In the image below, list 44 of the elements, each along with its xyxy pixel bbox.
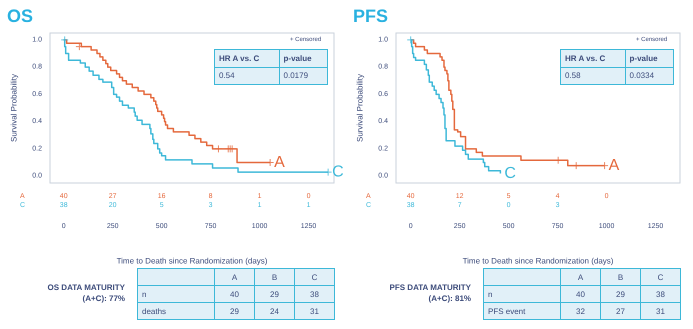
annotation: p-value bbox=[279, 50, 328, 67]
text: 29 bbox=[600, 286, 640, 302]
annotation: p-value bbox=[625, 50, 674, 67]
annotation: HR A vs. C bbox=[560, 50, 626, 67]
text: 40 bbox=[560, 286, 600, 302]
text: 38 bbox=[640, 286, 680, 302]
text: B bbox=[254, 268, 294, 286]
text: (A+C): 81% bbox=[428, 294, 471, 303]
text: deaths bbox=[138, 302, 214, 320]
y-axis-title: Survival Probability bbox=[356, 74, 364, 142]
text: PFS DATA MATURITY bbox=[388, 283, 471, 292]
text: B bbox=[600, 268, 640, 286]
text: 40 bbox=[214, 286, 254, 302]
text: n bbox=[484, 286, 560, 302]
chart-title: PFS bbox=[353, 6, 388, 26]
text: A bbox=[560, 268, 600, 286]
series-label: A bbox=[274, 154, 286, 172]
text: 27 bbox=[600, 302, 640, 320]
text: OS DATA MATURITY bbox=[46, 283, 125, 292]
series-label: A bbox=[608, 157, 620, 174]
text: 31 bbox=[640, 302, 680, 320]
y-axis-title: Survival Probability bbox=[10, 74, 18, 142]
text: A bbox=[214, 268, 254, 286]
x-axis-title: Time to Death since Randomization (days) bbox=[116, 256, 268, 266]
text: n bbox=[138, 286, 214, 302]
annotation: 0.0179 bbox=[279, 67, 328, 84]
series-label: C bbox=[504, 164, 516, 182]
text: 29 bbox=[254, 286, 294, 302]
annotation: 0.58 bbox=[560, 67, 626, 84]
text: 31 bbox=[294, 302, 334, 320]
annotation: 0.0334 bbox=[625, 67, 674, 84]
annotation: HR A vs. C bbox=[214, 50, 280, 67]
text: 29 bbox=[214, 302, 254, 320]
text: 24 bbox=[254, 302, 294, 320]
text: (A+C): 77% bbox=[82, 294, 125, 303]
text: 32 bbox=[560, 302, 600, 320]
annotation: 0.54 bbox=[214, 67, 280, 84]
text: C bbox=[294, 268, 334, 286]
x-axis-title: Time to Death since Randomization (days) bbox=[462, 256, 614, 266]
text: PFS event bbox=[484, 302, 560, 320]
text: C bbox=[640, 268, 680, 286]
text: 38 bbox=[294, 286, 334, 302]
series-label: C bbox=[332, 164, 344, 181]
chart-title: OS bbox=[7, 6, 34, 26]
